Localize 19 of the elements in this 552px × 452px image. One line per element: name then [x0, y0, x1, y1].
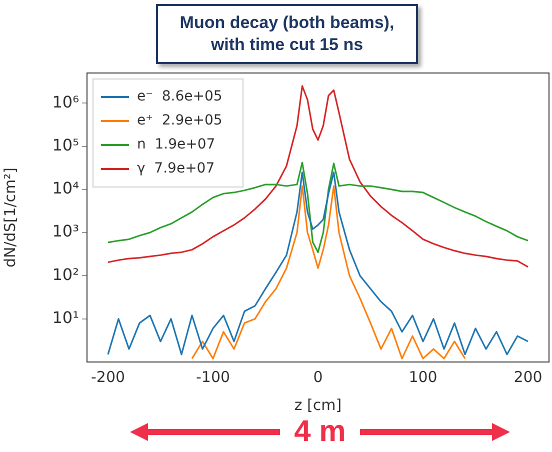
x-tick-label: 100 — [408, 368, 438, 386]
x-tick-label: -200 — [90, 368, 126, 386]
y-tick-label: 10⁶ — [52, 92, 79, 112]
legend-label: γ 7.9e+07 — [137, 160, 215, 177]
y-tick-label: 10⁴ — [52, 178, 79, 198]
y-axis-title: dN/dS[1/cm²] — [0, 167, 19, 268]
x-tick-label: -100 — [196, 368, 230, 386]
x-tick-label: 0 — [313, 368, 323, 386]
y-tick-label: 10² — [52, 264, 79, 284]
legend-label: e⁺ 2.9e+05 — [137, 112, 222, 129]
x-axis-title: z [cm] — [294, 396, 342, 414]
legend-label: e⁻ 8.6e+05 — [137, 88, 222, 105]
y-tick-label: 10¹ — [52, 308, 79, 328]
y-tick-label: 10³ — [52, 222, 79, 241]
y-tick-label: 10⁵ — [52, 135, 79, 154]
chart-title: Muon decay (both beams), with time cut 15 ns — [156, 4, 418, 64]
x-tick-label: 200 — [514, 368, 542, 386]
legend-label: n 1.9e+07 — [137, 136, 216, 153]
text: 4 m — [294, 415, 346, 449]
